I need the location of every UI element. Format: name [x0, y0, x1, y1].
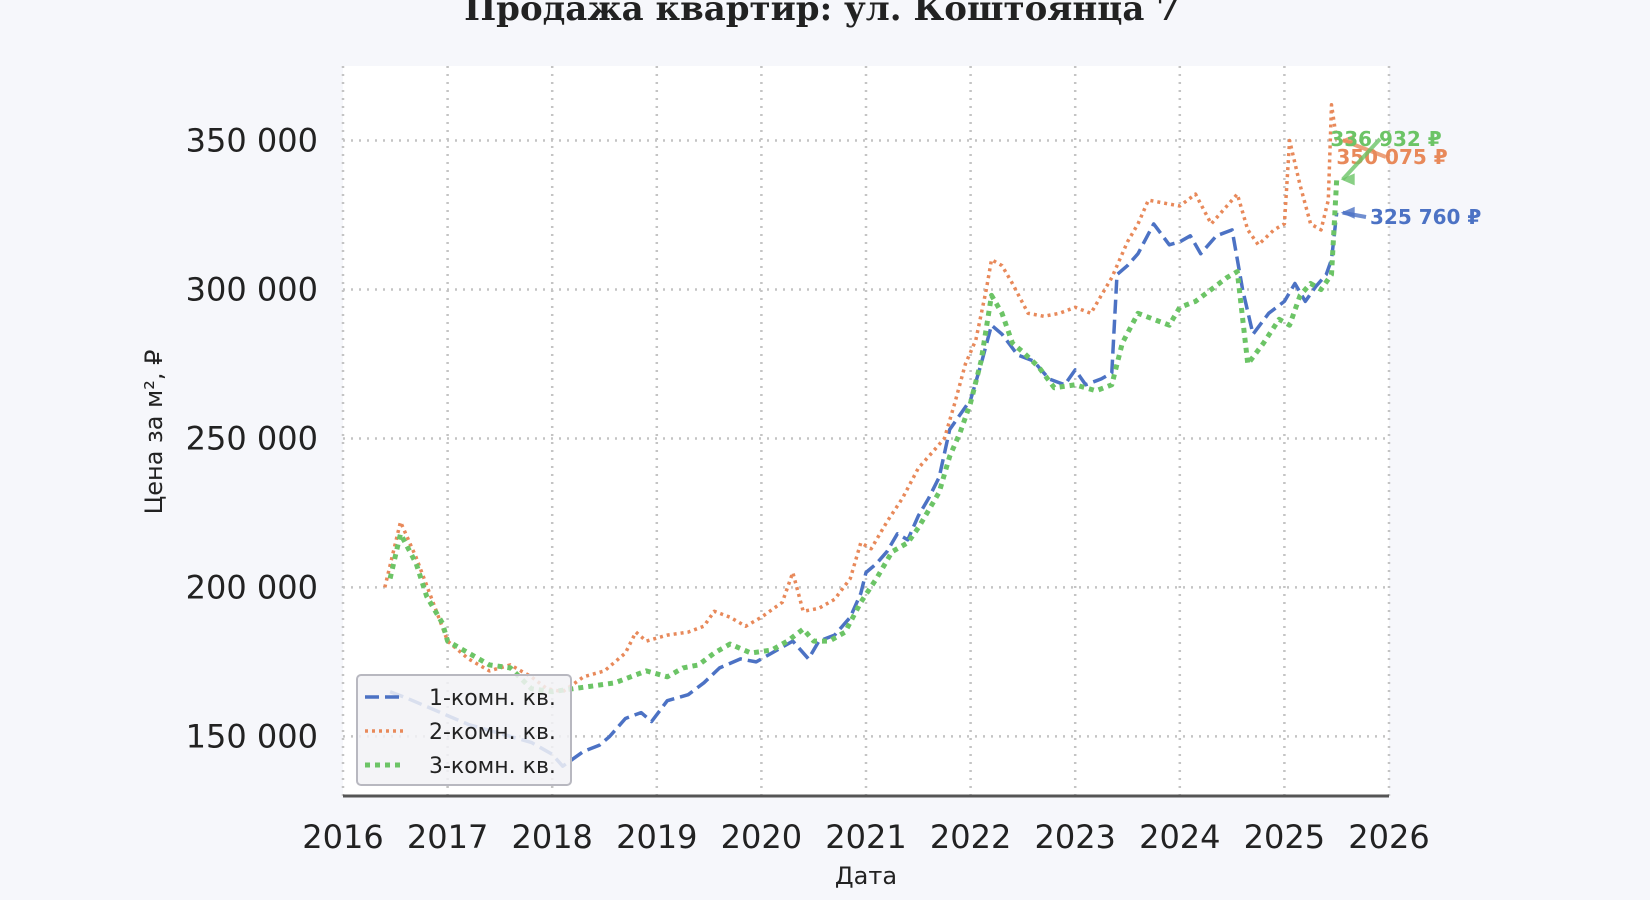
x-tick-label: 2023 — [1034, 818, 1115, 856]
x-axis-label: Дата — [835, 862, 897, 890]
legend: 1-комн. кв. 2-комн. кв. 3-комн. кв. — [356, 674, 572, 786]
x-tick-label: 2026 — [1348, 818, 1429, 856]
y-axis-label: Цена за м², ₽ — [140, 350, 168, 515]
x-tick-label: 2020 — [721, 818, 802, 856]
chart-title: Продажа квартир: ул. Коштоянца 7 — [464, 0, 1180, 29]
end-label: 325 760 ₽ — [1370, 205, 1481, 229]
x-tick-label: 2016 — [302, 818, 383, 856]
y-tick-label: 150 000 — [186, 717, 318, 755]
x-tick-label: 2019 — [616, 818, 697, 856]
x-tick-label: 2021 — [825, 818, 906, 856]
series-line-2 — [383, 102, 1339, 694]
x-tick-label: 2017 — [407, 818, 488, 856]
legend-label: 3-комн. кв. — [429, 754, 556, 779]
series-line-1 — [389, 212, 1339, 768]
y-tick-label: 300 000 — [186, 270, 318, 308]
x-tick-label: 2022 — [930, 818, 1011, 856]
x-tick-label: 2018 — [511, 818, 592, 856]
y-tick-label: 250 000 — [186, 419, 318, 457]
end-labels: 325 760 ₽350 075 ₽336 932 ₽ — [1330, 127, 1481, 229]
legend-label: 1-комн. кв. — [429, 686, 556, 711]
y-tick-labels: 150 000 200 000 250 000 300 000 350 000 — [186, 121, 318, 755]
end-label-arrowhead — [1340, 134, 1355, 147]
end-label-arrow — [1341, 137, 1382, 181]
end-label: 336 932 ₽ — [1330, 127, 1441, 151]
end-label-arrowhead — [1340, 206, 1355, 219]
x-tick-label: 2024 — [1139, 818, 1220, 856]
x-tick-label: 2025 — [1244, 818, 1325, 856]
legend-box — [356, 674, 572, 786]
y-tick-label: 350 000 — [186, 121, 318, 159]
end-label-arrowhead — [1340, 173, 1355, 186]
legend-label: 2-комн. кв. — [429, 720, 556, 745]
x-tick-labels: 2016 2017 2018 2019 2020 2021 2022 2023 2024 2025… — [302, 818, 1429, 856]
y-tick-label: 200 000 — [186, 568, 318, 606]
